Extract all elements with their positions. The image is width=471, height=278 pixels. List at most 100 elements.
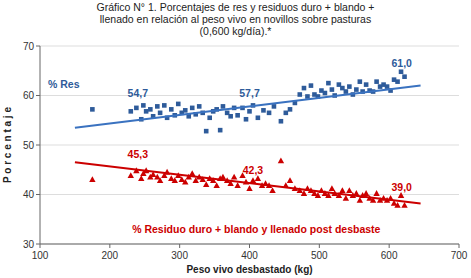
point (346, 187, 352, 193)
y-tick-label: 70 (23, 41, 35, 52)
point (373, 190, 379, 196)
y-tick-label: 50 (23, 140, 35, 151)
point (301, 190, 307, 196)
point (315, 192, 321, 198)
x-axis (40, 244, 459, 245)
point (401, 202, 407, 208)
point (90, 107, 95, 112)
point (358, 79, 363, 84)
title: Gráfico N° 1. Porcentajes de res y resid… (97, 1, 375, 37)
grid-line (40, 194, 459, 195)
point (213, 182, 219, 188)
series-label: % Residuo duro + blando y llenado post d… (132, 223, 380, 235)
point (169, 107, 174, 112)
point (247, 109, 252, 114)
annotation: 61,0 (392, 57, 413, 69)
y-tick (36, 46, 40, 47)
point (138, 175, 144, 181)
annotation: 45,3 (128, 148, 149, 160)
point (394, 202, 400, 208)
point (395, 79, 400, 84)
point (305, 94, 310, 99)
point (344, 89, 349, 94)
x-tick (179, 244, 180, 248)
point (272, 104, 277, 109)
y-tick (36, 95, 40, 96)
grid-line (40, 145, 459, 146)
point (246, 185, 252, 191)
y-tick-label: 40 (23, 189, 35, 200)
x-tick (459, 244, 460, 248)
point (347, 84, 352, 89)
point (261, 108, 266, 113)
point (234, 182, 240, 188)
point (309, 83, 314, 88)
point (158, 111, 163, 116)
x-tick (319, 244, 320, 248)
title-line: (0,600 kg/día).* (200, 25, 272, 37)
point (190, 106, 195, 111)
y-tick-label: 60 (23, 90, 35, 101)
point (204, 129, 209, 134)
y-axis (40, 46, 41, 244)
point (221, 104, 226, 109)
points (89, 69, 408, 207)
point (89, 176, 95, 182)
point (197, 104, 202, 109)
point (183, 108, 188, 113)
point (287, 177, 293, 183)
point (235, 113, 240, 118)
point (244, 117, 249, 122)
point (326, 81, 331, 86)
x-tick (389, 244, 390, 248)
point (288, 107, 293, 112)
x-tick-label: 300 (171, 250, 188, 261)
point (339, 187, 345, 193)
point (402, 74, 407, 79)
x-tick (249, 244, 250, 248)
title-line: Gráfico N° 1. Porcentajes de res y resid… (97, 1, 375, 13)
y-tick (36, 244, 40, 245)
point (343, 195, 349, 201)
annotation: 57,7 (239, 87, 260, 99)
y-axis-label: P o r c e n t a j e (2, 107, 13, 183)
point (218, 128, 223, 133)
x-axis-label: Peso vivo desbastado (kg) (186, 264, 312, 275)
point (399, 69, 404, 74)
point (385, 84, 390, 89)
trend-line (75, 162, 421, 203)
point (157, 177, 163, 183)
plot-area (75, 69, 421, 207)
point (302, 86, 307, 91)
grid-line (40, 244, 459, 245)
point (172, 177, 178, 183)
point (128, 172, 134, 178)
point (255, 175, 261, 181)
series-label: % Res (48, 78, 80, 90)
point (357, 197, 363, 203)
point (363, 190, 369, 196)
annotation: 54,7 (128, 87, 149, 99)
trend-line (75, 86, 421, 128)
point (279, 119, 284, 124)
point (329, 185, 335, 191)
point (162, 103, 167, 108)
point (278, 157, 284, 163)
point (134, 106, 139, 111)
annotation: 42,3 (243, 164, 264, 176)
y-tick-label: 30 (23, 239, 35, 250)
chart: Gráfico N° 1. Porcentajes de res y resid… (0, 0, 471, 278)
title-line: llenado en relación al peso vivo en novi… (100, 13, 371, 25)
x-tick-label: 600 (381, 250, 398, 261)
x-tick-label: 500 (311, 250, 328, 261)
point (267, 111, 272, 116)
annotation: 39,0 (392, 181, 413, 193)
point (203, 181, 209, 187)
point (228, 114, 233, 119)
point (182, 179, 188, 185)
point (297, 92, 302, 97)
x-tick-label: 700 (451, 250, 468, 261)
x-tick-label: 200 (101, 250, 118, 261)
x-tick (109, 244, 110, 248)
point (144, 109, 149, 114)
